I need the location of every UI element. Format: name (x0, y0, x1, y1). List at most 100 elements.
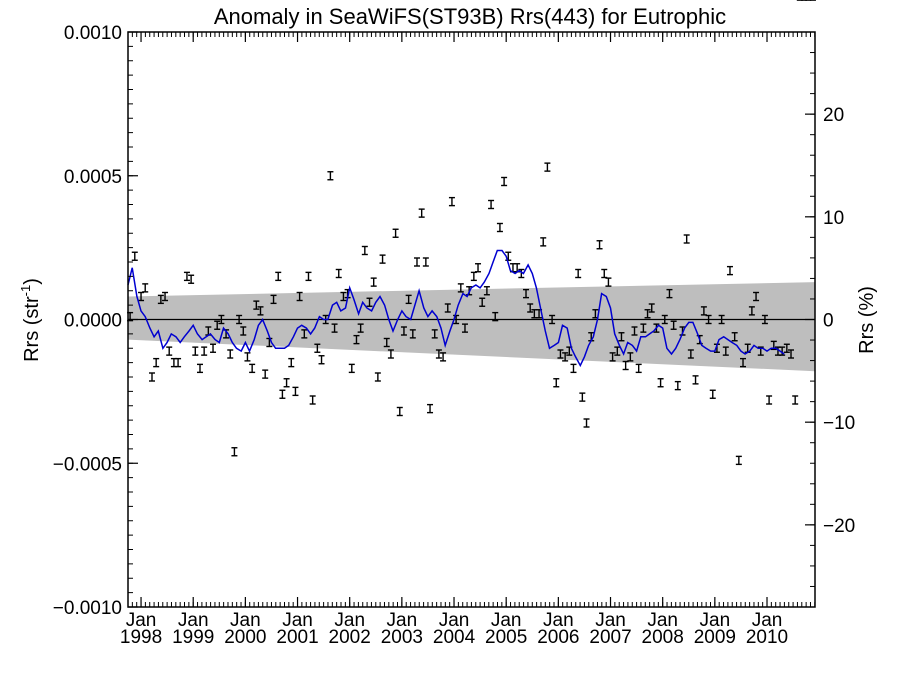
data-point (296, 291, 303, 302)
data-point (275, 271, 282, 282)
data-point (479, 297, 486, 307)
x-tick-label-year: 2008 (642, 627, 684, 648)
data-point (674, 380, 681, 391)
confidence-band-layer (128, 282, 815, 372)
data-point (249, 363, 256, 374)
data-point (527, 303, 534, 313)
data-point (540, 237, 547, 247)
data-point (131, 251, 138, 261)
data-point (644, 309, 651, 319)
x-tick-label-month: Jan (752, 610, 783, 631)
x-tick-label-month: Jan (439, 610, 470, 631)
x-tick-label-month: Jan (387, 610, 418, 631)
data-point (640, 323, 647, 333)
y-axis-label-right: Rrs (%) (856, 286, 878, 354)
data-point (396, 406, 403, 417)
data-point (501, 176, 508, 187)
data-point (549, 314, 556, 325)
data-point (400, 326, 407, 336)
data-point (440, 352, 447, 362)
data-point (340, 291, 347, 302)
confidence-band (128, 282, 815, 372)
x-tick-label-year: 2006 (537, 627, 579, 648)
x-tick-label-month: Jan (126, 610, 157, 631)
data-point (457, 283, 464, 293)
data-point (488, 199, 495, 210)
data-point (353, 334, 360, 345)
data-point (718, 314, 725, 325)
data-point (335, 268, 342, 279)
data-point (435, 349, 442, 359)
data-points-layer (127, 0, 816, 466)
data-point (687, 349, 694, 359)
data-point (753, 291, 760, 302)
data-point (683, 234, 690, 244)
y2-tick-label: −20 (823, 516, 855, 537)
data-point (218, 314, 225, 325)
data-point (518, 268, 525, 279)
data-point (231, 447, 238, 457)
data-point (370, 277, 377, 287)
labels-layer: Anomaly in SeaWiFS(ST93B) Rrs(443) for E… (18, 4, 878, 362)
data-point (557, 349, 564, 359)
data-point (262, 369, 269, 379)
y-tick-label: 0.0000 (64, 311, 122, 332)
data-point (244, 352, 251, 362)
data-point (422, 257, 429, 267)
data-point (614, 346, 621, 356)
data-point (188, 274, 195, 284)
x-tick-label-month: Jan (282, 610, 313, 631)
data-point (562, 352, 569, 362)
y-axis-label-main: Rrs (str (21, 296, 43, 362)
y-tick-label: −0.0005 (53, 454, 122, 475)
x-tick-label-year: 2004 (433, 627, 476, 648)
data-point (575, 268, 582, 279)
data-point (153, 357, 160, 368)
data-point (722, 346, 729, 356)
data-point (661, 314, 668, 325)
data-point (257, 306, 264, 316)
x-tick-label-year: 2002 (329, 627, 371, 648)
data-point (648, 303, 655, 313)
x-tick-label-month: Jan (230, 610, 261, 631)
y-axis-label-left: Rrs (str-1) (18, 278, 43, 362)
data-point (605, 277, 612, 287)
x-tick-label-year: 2005 (485, 627, 527, 648)
data-point (670, 320, 677, 330)
data-point (305, 271, 312, 282)
data-point (731, 332, 738, 342)
data-point (166, 346, 173, 356)
data-point (448, 196, 455, 207)
data-point (496, 222, 503, 233)
data-point (544, 162, 551, 172)
data-point (283, 378, 290, 388)
data-point (292, 386, 299, 397)
data-point (766, 395, 773, 405)
data-point (309, 395, 316, 405)
data-point (792, 395, 799, 405)
data-point (357, 323, 364, 333)
data-point (735, 455, 742, 466)
data-point (318, 355, 325, 365)
data-point (196, 363, 203, 374)
data-point (609, 352, 616, 362)
data-point (366, 297, 373, 307)
x-tick-label-year: 2010 (746, 627, 788, 648)
data-point (236, 314, 243, 325)
x-tick-label-year: 2003 (381, 627, 423, 648)
data-point (748, 306, 755, 316)
data-point (192, 346, 199, 356)
y-axis-label-close: ) (21, 278, 43, 285)
y-axis-label-superscript: -1 (18, 285, 33, 297)
data-point (227, 349, 234, 359)
data-point (175, 357, 182, 368)
data-point (387, 349, 394, 359)
data-point (709, 389, 716, 399)
data-point (331, 323, 338, 333)
y-tick-label: −0.0010 (53, 598, 122, 619)
x-tick-label-month: Jan (700, 610, 731, 631)
data-point (148, 372, 155, 382)
smooth-line-layer (127, 249, 785, 368)
x-tick-label-year: 2000 (224, 627, 266, 648)
